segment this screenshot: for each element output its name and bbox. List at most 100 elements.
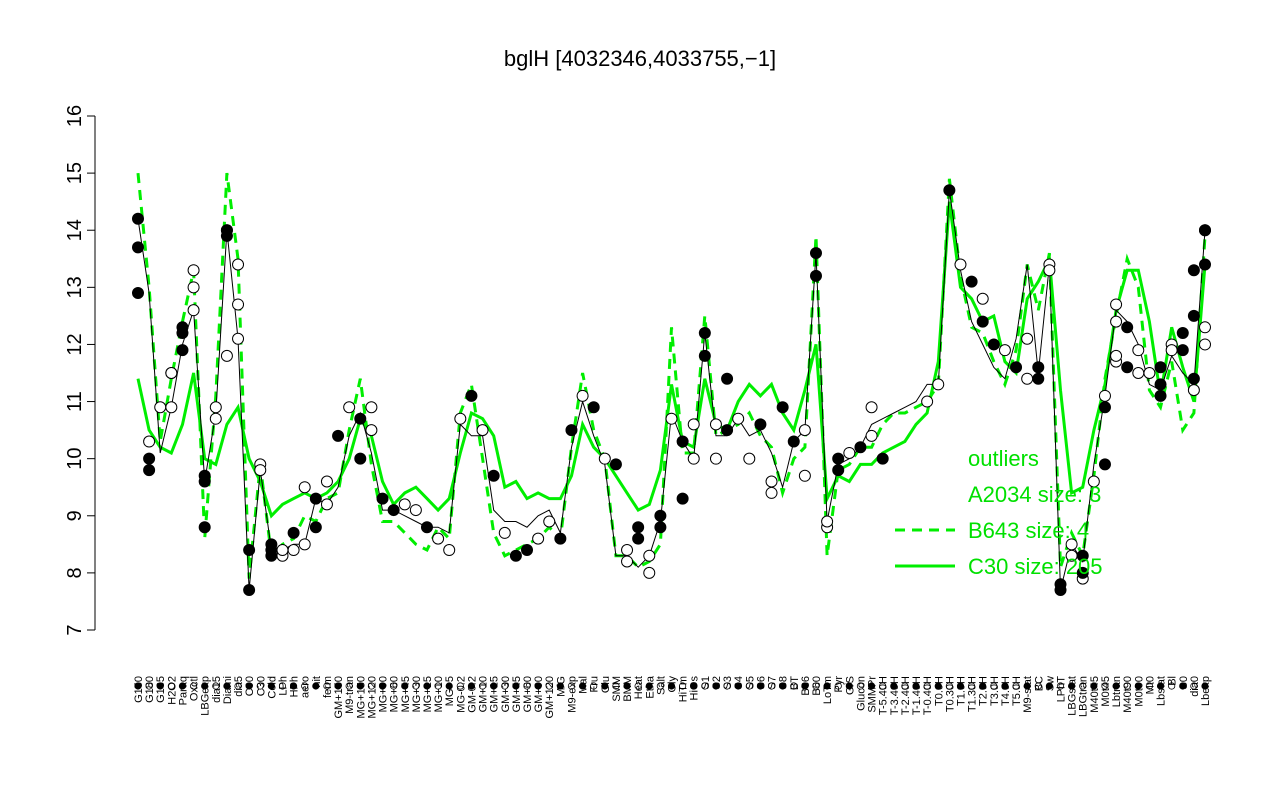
x-tick-label: S2 bbox=[711, 676, 723, 689]
x-marker bbox=[823, 682, 831, 690]
outlier-point bbox=[587, 401, 600, 414]
x-marker bbox=[623, 682, 631, 690]
x-tick-label: Lbexp bbox=[1200, 676, 1212, 706]
x-tick-label: MG-0.2 bbox=[455, 676, 467, 713]
x-tick-label: S0 bbox=[1178, 676, 1190, 689]
outlier-point bbox=[1076, 549, 1089, 562]
x-marker bbox=[256, 682, 264, 690]
x-marker bbox=[490, 682, 498, 690]
y-tick-label: 16 bbox=[64, 105, 86, 127]
x-tick-label: HiTm bbox=[678, 676, 690, 702]
x-marker bbox=[401, 682, 409, 690]
outlier-point bbox=[487, 469, 500, 482]
outlier-point bbox=[320, 498, 333, 511]
outlier-point bbox=[743, 452, 756, 465]
outlier-point bbox=[798, 424, 811, 437]
x-tick-label: GM+120 bbox=[544, 676, 556, 719]
x-marker bbox=[378, 682, 387, 690]
outlier-point bbox=[187, 264, 200, 277]
y-axis: 7 8 9 10 11 12 13 14 15 16 bbox=[64, 105, 96, 636]
x-tick-label: S5 bbox=[744, 676, 756, 689]
x-tick-label: T0.30H bbox=[944, 676, 956, 712]
x-tick-label: Lbtran bbox=[1111, 676, 1123, 707]
x-marker bbox=[723, 682, 731, 690]
outlier-point bbox=[976, 315, 989, 328]
x-marker bbox=[278, 682, 287, 690]
x-marker bbox=[867, 682, 876, 690]
x-tick-label: G/S bbox=[844, 676, 856, 695]
x-tick-label: M0t45 bbox=[1100, 676, 1112, 707]
outlier-point bbox=[376, 492, 389, 505]
outlier-point bbox=[1132, 367, 1145, 379]
outlier-point bbox=[498, 526, 511, 539]
x-tick-label: GM+30 bbox=[500, 676, 512, 712]
x-tick-label: M40t45 bbox=[1089, 676, 1101, 713]
x-marker bbox=[467, 682, 476, 690]
outlier-point bbox=[132, 287, 144, 300]
outlier-point bbox=[621, 544, 634, 557]
x-marker bbox=[645, 682, 653, 690]
x-tick-label: T-5.40H bbox=[878, 676, 890, 715]
outlier-point bbox=[654, 521, 667, 534]
outlier-point bbox=[232, 298, 245, 311]
x-tick-label: Lbstat bbox=[1156, 676, 1168, 706]
outlier-point bbox=[298, 538, 311, 551]
x-marker bbox=[956, 682, 965, 690]
x-marker bbox=[390, 682, 398, 690]
x-marker bbox=[1001, 682, 1009, 690]
x-tick-label: S6 bbox=[755, 676, 767, 689]
outlier-point bbox=[865, 401, 878, 414]
x-tick-label: Etha bbox=[644, 675, 656, 699]
x-tick-label: Mt0 bbox=[1144, 676, 1156, 694]
outlier-point bbox=[709, 418, 722, 431]
outlier-point bbox=[965, 275, 978, 288]
outlier-points bbox=[132, 184, 1211, 597]
outlier-point bbox=[832, 464, 845, 477]
x-marker bbox=[990, 682, 998, 690]
outlier-point bbox=[420, 521, 433, 534]
outlier-point bbox=[1176, 344, 1189, 357]
x-marker bbox=[834, 682, 842, 690]
x-tick-label: Heat bbox=[633, 676, 645, 699]
x-tick-label: aero bbox=[300, 676, 312, 698]
x-tick-label: GM+150 bbox=[333, 676, 345, 719]
x-marker bbox=[356, 682, 364, 690]
x-marker bbox=[189, 682, 198, 690]
x-tick-label: S1 bbox=[700, 676, 712, 689]
x-marker bbox=[178, 682, 187, 690]
outlier-point bbox=[265, 538, 278, 551]
outlier-point bbox=[343, 401, 356, 414]
outlier-point bbox=[298, 481, 311, 494]
outlier-point bbox=[432, 532, 445, 545]
outlier-point bbox=[754, 418, 767, 431]
x-tick-label: M40t90 bbox=[1122, 676, 1134, 713]
outlier-point bbox=[143, 435, 156, 448]
x-tick-label: GM-0.2 bbox=[466, 676, 478, 713]
outlier-point bbox=[1110, 349, 1123, 362]
x-marker bbox=[1023, 682, 1031, 690]
x-marker bbox=[856, 682, 865, 690]
x-marker bbox=[334, 682, 342, 690]
x-marker bbox=[701, 682, 709, 690]
outlier-point bbox=[132, 212, 144, 225]
outlier-point bbox=[721, 372, 734, 385]
x-marker bbox=[1012, 682, 1020, 690]
x-marker bbox=[1168, 682, 1176, 690]
x-tick-label: BC bbox=[1033, 676, 1045, 691]
x-tick-label: Paraq bbox=[177, 676, 189, 705]
x-tick-label: MG+45 bbox=[400, 676, 412, 712]
outlier-point bbox=[532, 532, 545, 545]
outlier-point bbox=[1010, 361, 1023, 374]
x-marker bbox=[412, 682, 420, 690]
outlier-point bbox=[1154, 378, 1167, 391]
x-marker bbox=[212, 682, 220, 690]
x-tick-label: LBGexp bbox=[200, 676, 212, 716]
x-marker bbox=[612, 682, 620, 690]
outlier-point bbox=[1076, 566, 1089, 579]
outlier-point bbox=[954, 258, 967, 271]
outlier-point bbox=[1187, 309, 1200, 322]
x-marker bbox=[923, 682, 931, 690]
x-marker bbox=[323, 682, 331, 690]
y-tick-label: 10 bbox=[64, 448, 86, 470]
outlier-point bbox=[398, 498, 411, 511]
